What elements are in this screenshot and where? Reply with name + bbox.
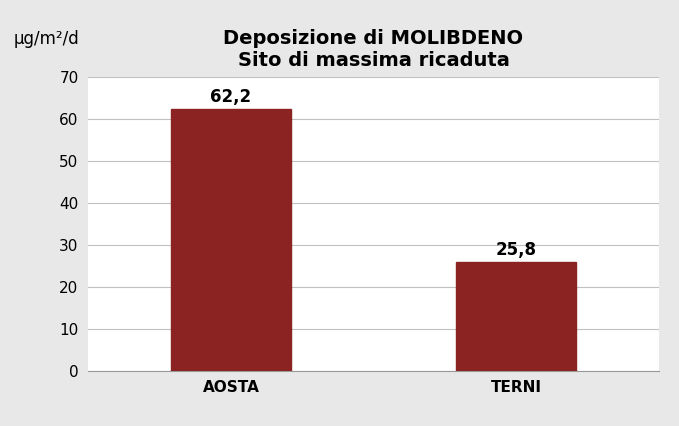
Text: 25,8: 25,8 [496, 242, 536, 259]
Text: μg/m²/d: μg/m²/d [14, 30, 79, 48]
Bar [456, 262, 576, 371]
Bar [171, 109, 291, 371]
Title: Deposizione di MOLIBDENO
Sito di massima ricaduta: Deposizione di MOLIBDENO Sito di massima… [223, 29, 524, 69]
Text: 62,2: 62,2 [210, 89, 251, 106]
